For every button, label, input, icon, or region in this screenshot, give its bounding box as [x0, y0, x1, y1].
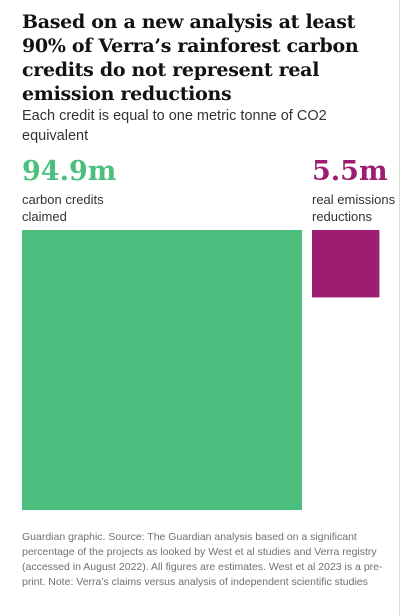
carbon-credits-claimed-value: 94.9m — [22, 156, 117, 187]
real-emissions-reductions-label: real emissions reductions — [312, 192, 396, 224]
source-note: Guardian graphic. Source: The Guardian a… — [22, 531, 383, 588]
area-chart: 94.9m carbon credits claimed 5.5m real e… — [0, 155, 400, 515]
graphic-frame: Based on a new analysis at least 90% of … — [0, 0, 400, 616]
real-emissions-square — [312, 230, 380, 298]
squares-svg — [22, 230, 380, 510]
standfirst: Each credit is equal to one metric tonne… — [22, 108, 327, 144]
real-emissions-reductions-value: 5.5m — [312, 156, 388, 187]
carbon-credits-claimed-label: carbon credits claimed — [22, 192, 104, 224]
carbon-credits-square — [22, 230, 302, 510]
headline: Based on a new analysis at least 90% of … — [22, 11, 359, 105]
